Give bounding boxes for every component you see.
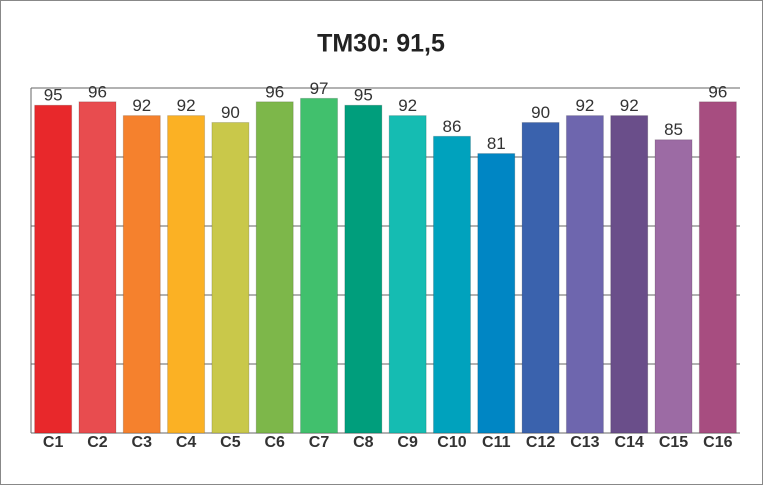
x-tick-label: C1 — [43, 434, 64, 451]
bar — [432, 135, 471, 434]
value-label: 92 — [398, 96, 417, 115]
value-label: 96 — [265, 82, 284, 101]
value-label: 90 — [221, 103, 240, 122]
value-label: 86 — [443, 117, 462, 136]
value-label: 92 — [177, 96, 196, 115]
x-tick-label: C4 — [176, 434, 197, 451]
bar — [477, 153, 516, 434]
bar — [388, 115, 427, 434]
bar — [78, 101, 117, 434]
bar — [521, 122, 560, 434]
bar — [211, 122, 250, 434]
bar — [698, 101, 737, 434]
value-label: 95 — [354, 86, 373, 105]
value-label: 92 — [575, 96, 594, 115]
x-tick-label: C11 — [482, 434, 511, 451]
bar — [565, 115, 604, 434]
bar — [610, 115, 649, 434]
x-tick-label: C9 — [397, 434, 418, 451]
bar — [654, 139, 693, 434]
value-label: 96 — [88, 82, 107, 101]
bar — [300, 97, 339, 434]
x-tick-label: C5 — [220, 434, 241, 451]
x-tick-label: C8 — [353, 434, 374, 451]
bar — [122, 115, 161, 434]
bar — [255, 101, 294, 434]
value-label: 92 — [620, 96, 639, 115]
x-tick-label: C2 — [87, 434, 108, 451]
value-label: 92 — [132, 96, 151, 115]
x-tick-label: C15 — [659, 434, 688, 451]
x-tick-label: C16 — [703, 434, 732, 451]
value-label: 90 — [531, 103, 550, 122]
x-tick-label: C6 — [264, 434, 285, 451]
x-tick-label: C12 — [526, 434, 555, 451]
bar — [344, 104, 383, 434]
chart-title: TM30: 91,5 — [317, 30, 445, 58]
value-label: 97 — [310, 79, 329, 98]
value-label: 81 — [487, 134, 506, 153]
x-tick-label: C14 — [615, 434, 644, 451]
x-tick-label: C10 — [437, 434, 466, 451]
value-label: 85 — [664, 120, 683, 139]
value-label: 95 — [44, 86, 63, 105]
bar — [167, 115, 206, 434]
value-label: 96 — [708, 82, 727, 101]
bar — [34, 104, 73, 434]
x-tick-label: C7 — [309, 434, 330, 451]
x-tick-label: C13 — [570, 434, 599, 451]
x-tick-label: C3 — [132, 434, 153, 451]
